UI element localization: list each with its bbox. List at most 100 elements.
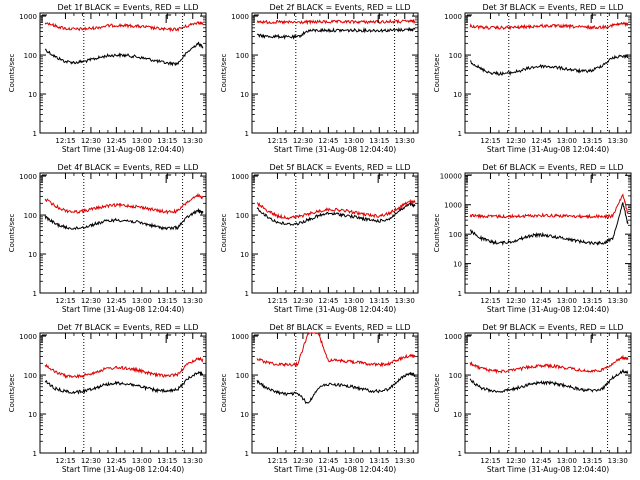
chart-title: Det 5f BLACK = Events, RED = LLD: [269, 163, 410, 172]
x-tick-label: 12:30: [506, 457, 526, 465]
lld-series-line: [256, 18, 416, 26]
y-axis-label: Counts/sec: [433, 214, 441, 253]
events-series-line: [469, 368, 629, 394]
x-tick-label: 13:15: [369, 297, 389, 305]
y-axis-label: Counts/sec: [433, 54, 441, 93]
x-tick-label: 12:15: [267, 297, 287, 305]
chart-title: Det 3f BLACK = Events, RED = LLD: [482, 3, 623, 12]
x-tick-label: 13:15: [157, 137, 177, 145]
x-tick-label: 12:45: [106, 457, 126, 465]
corner-marker: [165, 174, 172, 183]
chart-title: Det 2f BLACK = Events, RED = LLD: [269, 3, 410, 12]
x-tick-label: 12:30: [81, 137, 101, 145]
x-axis-label: Start Time (31-Aug-08 12:04:40): [62, 305, 184, 314]
y-tick-label: 1: [458, 450, 462, 458]
corner-marker: [590, 334, 597, 343]
x-tick-label: 12:30: [293, 297, 313, 305]
lld-series-line: [469, 354, 629, 375]
events-series-line: [470, 53, 629, 77]
x-tick-label: 12:30: [506, 137, 526, 145]
x-tick-label: 13:30: [608, 137, 628, 145]
plot-frame: [39, 332, 207, 454]
detector-panel: Det 7f BLACK = Events, RED = LLD 1 10 100 10…: [8, 323, 207, 474]
plot-frame: [251, 172, 419, 294]
x-tick-label: 12:30: [81, 457, 101, 465]
y-tick-label: 1000: [444, 333, 462, 341]
detector-panel: Det 6f BLACK = Events, RED = LLD 1 10 100 10…: [433, 163, 632, 314]
y-axis-label: Counts/sec: [8, 54, 16, 93]
y-tick-label: 100: [236, 52, 249, 60]
x-tick-label: 13:00: [557, 297, 577, 305]
x-tick-label: 12:30: [293, 457, 313, 465]
detector-panel: Det 1f BLACK = Events, RED = LLD 1 10 100 10…: [8, 3, 207, 154]
corner-marker: [165, 334, 172, 343]
y-tick-label: 10: [240, 91, 249, 99]
y-axis-label: Counts/sec: [220, 54, 228, 93]
x-tick-label: 13:00: [557, 137, 577, 145]
corner-marker: [165, 14, 172, 23]
y-tick-label: 10: [240, 251, 249, 259]
x-axis-label: Start Time (31-Aug-08 12:04:40): [274, 465, 396, 474]
x-tick-label: 13:30: [183, 457, 203, 465]
y-tick-label: 100: [236, 372, 249, 380]
x-tick-label: 12:15: [480, 297, 500, 305]
y-tick-label: 10: [453, 91, 462, 99]
x-tick-label: 13:15: [369, 137, 389, 145]
lld-series-line: [44, 21, 204, 33]
y-tick-label: 100: [449, 372, 462, 380]
y-tick-label: 1000: [444, 13, 462, 21]
lld-series-line: [469, 193, 629, 220]
detector-panel: Det 2f BLACK = Events, RED = LLD 1 10 100 10…: [220, 3, 419, 154]
chart-title: Det 4f BLACK = Events, RED = LLD: [57, 163, 198, 172]
y-tick-label: 100: [24, 52, 37, 60]
detector-panel: Det 5f BLACK = Events, RED = LLD 1 10 100 10…: [220, 163, 419, 314]
detector-panel: Det 4f BLACK = Events, RED = LLD 1 10 100 10…: [8, 163, 207, 314]
y-tick-label: 1000: [19, 13, 37, 21]
y-tick-label: 100: [24, 372, 37, 380]
x-tick-label: 13:30: [395, 297, 415, 305]
chart-title: Det 9f BLACK = Events, RED = LLD: [482, 323, 623, 332]
x-tick-label: 13:15: [582, 137, 602, 145]
x-tick-label: 13:15: [157, 297, 177, 305]
corner-marker: [590, 14, 597, 23]
chart-title: Det 6f BLACK = Events, RED = LLD: [482, 163, 623, 172]
x-tick-label: 12:45: [106, 297, 126, 305]
x-axis-label: Start Time (31-Aug-08 12:04:40): [274, 145, 396, 154]
x-tick-label: 13:00: [557, 457, 577, 465]
detector-panel: Det 8f BLACK = Events, RED = LLD 1 10 100 10…: [220, 323, 419, 474]
y-tick-label: 1: [33, 450, 37, 458]
x-tick-label: 13:00: [132, 297, 152, 305]
chart-title: Det 7f BLACK = Events, RED = LLD: [57, 323, 198, 332]
x-tick-label: 12:30: [293, 137, 313, 145]
x-tick-label: 12:45: [318, 297, 338, 305]
y-tick-label: 1000: [444, 202, 462, 210]
x-tick-label: 13:30: [395, 137, 415, 145]
x-tick-label: 13:15: [369, 457, 389, 465]
plot-frame: [464, 12, 632, 134]
corner-marker: [253, 14, 259, 23]
x-tick-label: 12:45: [318, 457, 338, 465]
x-axis-label: Start Time (31-Aug-08 12:04:40): [62, 145, 184, 154]
y-tick-label: 1000: [19, 333, 37, 341]
x-tick-label: 12:15: [267, 457, 287, 465]
events-series-line: [44, 370, 204, 395]
x-tick-label: 12:15: [55, 457, 75, 465]
y-axis-label: Counts/sec: [433, 374, 441, 413]
plot-frame: [251, 12, 419, 134]
y-tick-label: 1: [33, 290, 37, 298]
x-tick-label: 13:00: [344, 297, 364, 305]
y-tick-label: 1: [245, 290, 249, 298]
detector-panel: Det 3f BLACK = Events, RED = LLD 1 10 100 10…: [433, 3, 632, 154]
x-tick-label: 13:30: [608, 457, 628, 465]
lld-series-line: [44, 192, 204, 215]
corner-marker: [377, 14, 384, 23]
x-tick-label: 13:15: [157, 457, 177, 465]
x-tick-label: 12:45: [531, 137, 551, 145]
x-tick-label: 13:30: [608, 297, 628, 305]
y-tick-label: 10: [28, 251, 37, 259]
plot-frame: [464, 332, 632, 454]
x-tick-label: 13:15: [582, 457, 602, 465]
y-tick-label: 1000: [19, 173, 37, 181]
corner-marker: [253, 334, 259, 343]
